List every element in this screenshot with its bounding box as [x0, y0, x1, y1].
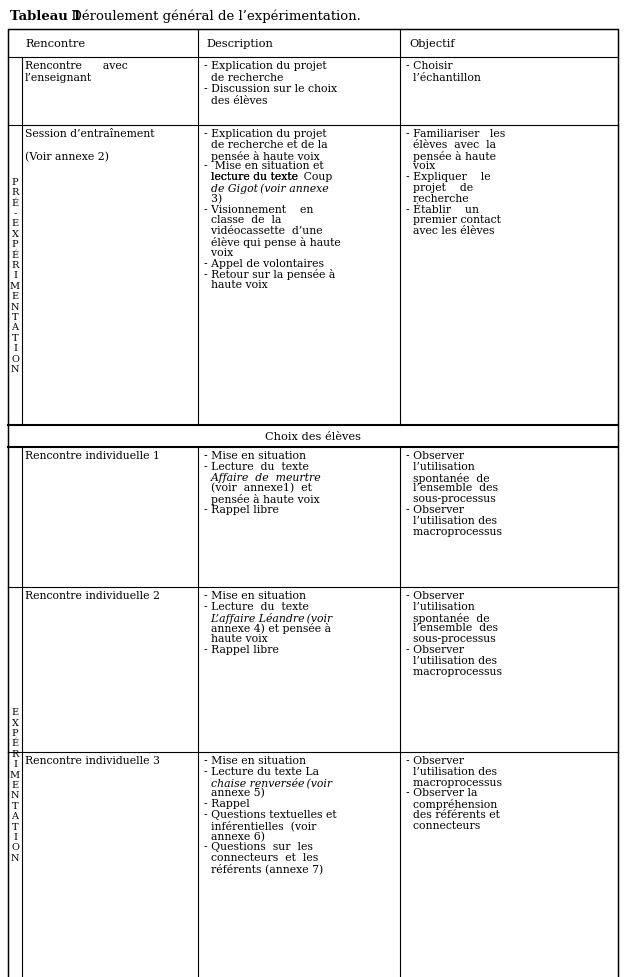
Text: Rencontre individuelle 1: Rencontre individuelle 1 — [25, 450, 160, 460]
Text: lecture du texte  Coup: lecture du texte Coup — [204, 172, 332, 182]
Text: annexe 6): annexe 6) — [204, 830, 265, 841]
Text: élèves  avec  la: élèves avec la — [406, 140, 496, 149]
Text: - Lecture  du  texte: - Lecture du texte — [204, 601, 309, 612]
Text: - Observer: - Observer — [406, 645, 464, 655]
Text: voix: voix — [406, 161, 436, 171]
Text: annexe 4) et pensée à: annexe 4) et pensée à — [204, 622, 331, 634]
Text: macroprocessus: macroprocessus — [406, 666, 503, 676]
Text: - Mise en situation: - Mise en situation — [204, 590, 306, 601]
Text: - Visionnement    en: - Visionnement en — [204, 204, 313, 214]
Text: l’ensemble  des: l’ensemble des — [406, 622, 498, 633]
Text: haute voix: haute voix — [204, 633, 267, 644]
Text: - Observer: - Observer — [406, 755, 464, 765]
Text: Description: Description — [207, 39, 274, 49]
Text: - Lecture du texte La: - Lecture du texte La — [204, 766, 319, 776]
Text: de Gigot (voir annexe: de Gigot (voir annexe — [204, 183, 329, 193]
Text: vidéocassette  d’une: vidéocassette d’une — [204, 226, 322, 236]
Text: avec les élèves: avec les élèves — [406, 226, 495, 236]
Text: annexe 5): annexe 5) — [204, 787, 265, 798]
Text: l’utilisation des: l’utilisation des — [406, 766, 498, 776]
Text: classe  de  la: classe de la — [204, 215, 281, 225]
Text: Rencontre: Rencontre — [25, 39, 85, 49]
Text: projet    de: projet de — [406, 183, 474, 192]
Text: macroprocessus: macroprocessus — [406, 526, 503, 536]
Text: voix: voix — [204, 247, 233, 258]
Text: E
X
P
É
R
I
M
E
N
T
A
T
I
O
N: E X P É R I M E N T A T I O N — [10, 707, 20, 862]
Text: - Rappel: - Rappel — [204, 798, 250, 808]
Text: l’ensemble  des: l’ensemble des — [406, 483, 498, 492]
Text: - Rappel libre: - Rappel libre — [204, 504, 279, 515]
Text: de recherche et de la: de recherche et de la — [204, 140, 327, 149]
Text: L’affaire Léandre (voir: L’affaire Léandre (voir — [204, 612, 332, 623]
Text: connecteurs  et  les: connecteurs et les — [204, 852, 318, 863]
Text: - Choisir
  l’échantillon: - Choisir l’échantillon — [406, 61, 481, 82]
Text: lecture du texte: lecture du texte — [204, 172, 301, 182]
Text: sous-processus: sous-processus — [406, 493, 496, 504]
Text: l’utilisation: l’utilisation — [406, 601, 475, 612]
Text: pensée à haute: pensée à haute — [406, 150, 496, 161]
Text: l’utilisation: l’utilisation — [406, 461, 475, 471]
Text: macroprocessus: macroprocessus — [406, 777, 503, 786]
Text: connecteurs: connecteurs — [406, 820, 481, 829]
Text: - Appel de volontaires: - Appel de volontaires — [204, 258, 324, 269]
Text: - Questions  sur  les: - Questions sur les — [204, 841, 313, 852]
Text: - Observer: - Observer — [406, 450, 464, 460]
Text: Rencontre individuelle 2: Rencontre individuelle 2 — [25, 590, 160, 601]
Text: Session d’entraînement

(Voir annexe 2): Session d’entraînement (Voir annexe 2) — [25, 129, 155, 162]
Text: - Observer: - Observer — [406, 504, 464, 515]
Text: sous-processus: sous-processus — [406, 633, 496, 644]
Text: des référents et: des référents et — [406, 809, 500, 819]
Text: - Mise en situation: - Mise en situation — [204, 755, 306, 765]
Text: - Retour sur la pensée à: - Retour sur la pensée à — [204, 269, 335, 280]
Text: référents (annexe 7): référents (annexe 7) — [204, 863, 323, 873]
Text: pensée à haute voix: pensée à haute voix — [204, 493, 319, 505]
Text: - Établir    un: - Établir un — [406, 204, 480, 215]
Text: haute voix: haute voix — [204, 280, 267, 290]
Text: 3): 3) — [204, 193, 222, 204]
Text: Choix des élèves: Choix des élèves — [265, 432, 361, 442]
Text: l’utilisation des: l’utilisation des — [406, 656, 498, 665]
Text: - Mise en situation: - Mise en situation — [204, 450, 306, 460]
Text: (voir  annexe1)  et: (voir annexe1) et — [204, 483, 312, 493]
Text: - Explication du projet
  de recherche
- Discussion sur le choix
  des élèves: - Explication du projet de recherche - D… — [204, 61, 337, 106]
Text: spontanée  de: spontanée de — [406, 472, 490, 483]
Text: premier contact: premier contact — [406, 215, 501, 225]
Text: - Familiariser   les: - Familiariser les — [406, 129, 506, 139]
Text: Déroulement général de l’expérimentation.: Déroulement général de l’expérimentation… — [67, 9, 361, 22]
Text: P
R
É
-
E
X
P
É
R
I
M
E
N
T
A
T
I
O
N: P R É - E X P É R I M E N T A T I O N — [10, 178, 20, 374]
Text: - Explication du projet: - Explication du projet — [204, 129, 326, 139]
Text: - Expliquer    le: - Expliquer le — [406, 172, 491, 182]
Text: recherche: recherche — [406, 193, 469, 203]
Text: compréhension: compréhension — [406, 798, 498, 809]
Text: - Questions textuelles et: - Questions textuelles et — [204, 809, 336, 819]
Text: Rencontre individuelle 3: Rencontre individuelle 3 — [25, 755, 160, 765]
Text: Rencontre      avec
l’enseignant: Rencontre avec l’enseignant — [25, 61, 128, 82]
Text: - Rappel libre: - Rappel libre — [204, 645, 279, 655]
Text: chaise renversée (voir: chaise renversée (voir — [204, 777, 332, 787]
Text: - Lecture  du  texte: - Lecture du texte — [204, 461, 309, 471]
Text: Affaire  de  meurtre: Affaire de meurtre — [204, 472, 321, 482]
Text: -  Mise en situation et: - Mise en situation et — [204, 161, 324, 171]
Text: inférentielles  (voir: inférentielles (voir — [204, 820, 316, 830]
Text: l’utilisation des: l’utilisation des — [406, 515, 498, 526]
Text: pensée à haute voix: pensée à haute voix — [204, 150, 319, 161]
Text: Objectif: Objectif — [409, 39, 455, 49]
Text: Tableau 1: Tableau 1 — [10, 10, 81, 22]
Text: - Observer la: - Observer la — [406, 787, 478, 797]
Text: élève qui pense à haute: élève qui pense à haute — [204, 236, 341, 248]
Text: - Observer: - Observer — [406, 590, 464, 601]
Text: spontanée  de: spontanée de — [406, 612, 490, 623]
